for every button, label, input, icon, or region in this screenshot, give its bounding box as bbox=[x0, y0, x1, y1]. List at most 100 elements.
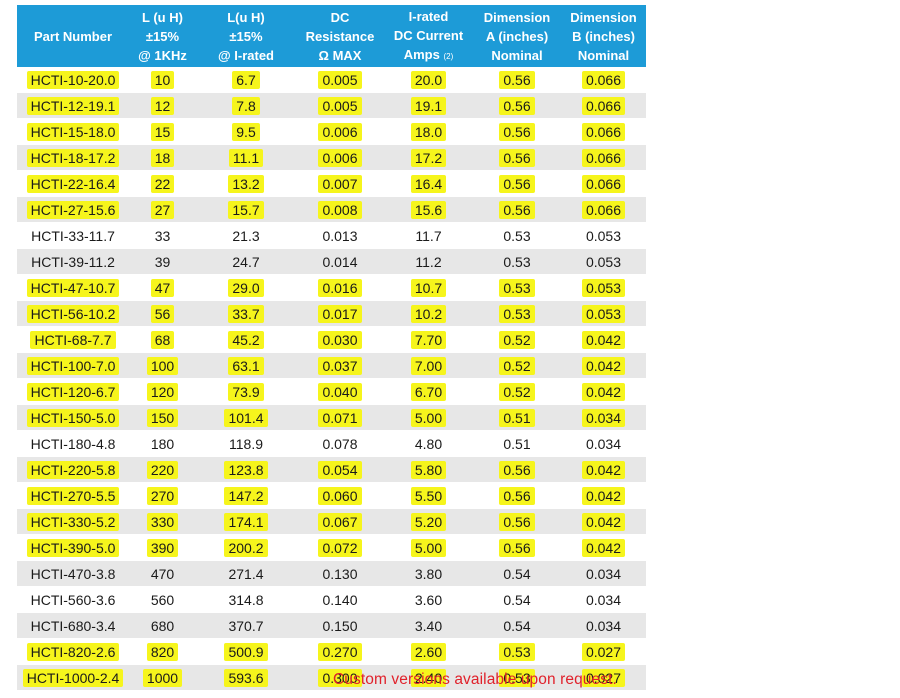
cell-value: 0.008 bbox=[318, 200, 362, 219]
cell-value: 11.7 bbox=[415, 227, 442, 244]
cell-value: 680 bbox=[150, 617, 175, 634]
table-cell: 593.6 bbox=[196, 664, 296, 691]
table-row: HCTI-18-17.2 18 11.1 0.006 17.2 0.56 0.066 bbox=[17, 144, 646, 171]
cell-value: 0.53 bbox=[503, 253, 531, 270]
table-row: HCTI-47-10.7 47 29.0 0.016 10.7 0.53 0.053 bbox=[17, 274, 646, 301]
column-header-line: Nominal bbox=[577, 47, 630, 63]
cell-value: 0.52 bbox=[499, 382, 535, 401]
table-cell: 33 bbox=[129, 222, 196, 249]
cell-value: 118.9 bbox=[229, 435, 263, 452]
table-cell: 0.066 bbox=[561, 67, 646, 93]
cell-value: 0.078 bbox=[322, 435, 358, 452]
table-cell: 0.51 bbox=[473, 404, 561, 431]
table-row: HCTI-68-7.7 68 45.2 0.030 7.70 0.52 0.042 bbox=[17, 326, 646, 353]
table-cell: 0.130 bbox=[296, 560, 384, 587]
table-cell: 0.53 bbox=[473, 248, 561, 275]
cell-value: HCTI-22-16.4 bbox=[26, 174, 120, 193]
cell-value: 0.060 bbox=[318, 486, 362, 505]
table-cell: 10 bbox=[129, 67, 196, 93]
table-cell: 0.027 bbox=[561, 664, 646, 691]
part-number-cell: HCTI-120-6.7 bbox=[17, 378, 129, 405]
table-row: HCTI-39-11.2 39 24.7 0.014 11.2 0.53 0.053 bbox=[17, 248, 646, 275]
table-cell: 5.00 bbox=[384, 404, 473, 431]
cell-value: 0.042 bbox=[581, 356, 626, 375]
table-row: HCTI-270-5.5 270 147.2 0.060 5.50 0.56 0.042 bbox=[17, 482, 646, 509]
column-header-line: Nominal bbox=[491, 47, 543, 63]
cell-value: HCTI-150-5.0 bbox=[26, 408, 120, 427]
table-cell: 7.00 bbox=[384, 352, 473, 379]
cell-value: 123.8 bbox=[224, 460, 268, 479]
table-cell: 0.071 bbox=[296, 404, 384, 431]
table-cell: 3.80 bbox=[384, 560, 473, 587]
table-cell: 0.054 bbox=[296, 456, 384, 483]
cell-value: 0.053 bbox=[585, 227, 622, 244]
table-cell: 0.034 bbox=[561, 404, 646, 431]
cell-value: HCTI-56-10.2 bbox=[26, 304, 120, 323]
cell-value: 45.2 bbox=[228, 330, 264, 349]
cell-value: 73.9 bbox=[228, 382, 264, 401]
cell-value: 0.51 bbox=[503, 435, 531, 452]
table-cell: 0.053 bbox=[561, 274, 646, 301]
table-cell: 0.150 bbox=[296, 612, 384, 639]
column-header-line: Part Number bbox=[33, 28, 113, 44]
table-cell: 5.80 bbox=[384, 456, 473, 483]
cell-value: 0.005 bbox=[318, 96, 362, 115]
cell-value: 0.034 bbox=[585, 617, 622, 634]
cell-value: 180 bbox=[150, 435, 175, 452]
table-cell: 0.066 bbox=[561, 144, 646, 171]
cell-value: 0.066 bbox=[581, 200, 626, 219]
table-cell: 0.56 bbox=[473, 456, 561, 483]
cell-value: 0.016 bbox=[318, 278, 362, 297]
column-header-line: ±15% bbox=[229, 28, 263, 44]
cell-value: 3.40 bbox=[414, 617, 443, 634]
table-cell: 0.078 bbox=[296, 430, 384, 457]
column-header: Dimension B (inches) Nominal bbox=[561, 5, 646, 67]
cell-value: 0.56 bbox=[499, 174, 535, 193]
table-cell: 820 bbox=[129, 638, 196, 665]
cell-value: 0.027 bbox=[581, 642, 626, 661]
cell-value: 15.7 bbox=[228, 200, 264, 219]
cell-value: 0.034 bbox=[585, 565, 622, 582]
cell-value: HCTI-12-19.1 bbox=[26, 96, 120, 115]
table-row: HCTI-330-5.2 330 174.1 0.067 5.20 0.56 0.042 bbox=[17, 508, 646, 535]
table-cell: 0.016 bbox=[296, 274, 384, 301]
cell-value: 3.80 bbox=[414, 565, 443, 582]
cell-value: 593.6 bbox=[224, 668, 268, 687]
table-cell: 18 bbox=[129, 144, 196, 171]
cell-value: 0.56 bbox=[499, 538, 535, 557]
table-cell: 5.00 bbox=[384, 534, 473, 561]
table-cell: 0.072 bbox=[296, 534, 384, 561]
table-cell: 0.52 bbox=[473, 352, 561, 379]
cell-value: HCTI-100-7.0 bbox=[26, 356, 120, 375]
table-cell: 470 bbox=[129, 560, 196, 587]
table-cell: 150 bbox=[129, 404, 196, 431]
cell-value: 0.066 bbox=[581, 70, 626, 89]
cell-value: 0.027 bbox=[581, 668, 626, 687]
column-header-line: DC bbox=[330, 9, 350, 25]
table-body: HCTI-10-20.0 10 6.7 0.005 20.0 0.56 0.066 HCTI-… bbox=[17, 67, 646, 691]
cell-value: 0.53 bbox=[499, 668, 535, 687]
cell-value: HCTI-560-3.6 bbox=[30, 591, 116, 608]
cell-value: 390 bbox=[146, 538, 179, 557]
table-cell: 0.034 bbox=[561, 586, 646, 613]
cell-value: 63.1 bbox=[228, 356, 264, 375]
cell-value: 0.53 bbox=[503, 227, 531, 244]
cell-value: 39 bbox=[154, 253, 171, 270]
table-cell: 120 bbox=[129, 378, 196, 405]
table-cell: 0.040 bbox=[296, 378, 384, 405]
table-cell: 11.1 bbox=[196, 144, 296, 171]
cell-value: 16.4 bbox=[410, 174, 447, 193]
cell-value: 220 bbox=[146, 460, 179, 479]
table-cell: 0.51 bbox=[473, 430, 561, 457]
part-number-cell: HCTI-470-3.8 bbox=[17, 560, 129, 587]
cell-value: HCTI-270-5.5 bbox=[26, 486, 120, 505]
table-cell: 0.053 bbox=[561, 248, 646, 275]
cell-value: 330 bbox=[146, 512, 179, 531]
table-cell: 101.4 bbox=[196, 404, 296, 431]
cell-value: 0.034 bbox=[585, 591, 622, 608]
column-header-line: @ I-rated bbox=[217, 47, 275, 63]
column-header-line: L (u H) bbox=[142, 9, 183, 25]
cell-value: 0.034 bbox=[585, 435, 622, 452]
column-header-line: B (inches) bbox=[572, 28, 635, 44]
cell-value: 19.1 bbox=[410, 96, 447, 115]
